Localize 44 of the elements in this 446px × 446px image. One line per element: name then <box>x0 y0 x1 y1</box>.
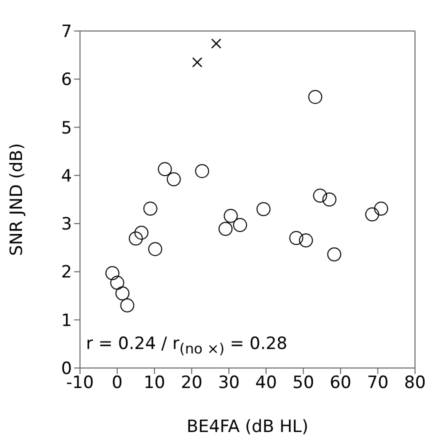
point <box>374 202 388 216</box>
point <box>256 202 271 216</box>
x-tick-label: 40 <box>255 373 277 394</box>
point <box>365 207 380 222</box>
y-tick-label: 2 <box>61 262 72 283</box>
x-tick-label: 50 <box>292 373 314 394</box>
point <box>211 38 222 49</box>
point <box>327 247 342 262</box>
x-tick-label: 30 <box>218 373 240 394</box>
point <box>308 90 322 104</box>
x-tick-label: 20 <box>180 373 202 394</box>
point <box>166 172 181 186</box>
point <box>192 57 202 68</box>
y-tick-label: 7 <box>61 22 72 42</box>
point <box>143 202 158 216</box>
x-tick-label: 0 <box>112 373 123 394</box>
point <box>298 233 313 248</box>
y-tick-label: 5 <box>61 118 72 138</box>
y-tick-label: 3 <box>61 214 72 235</box>
y-axis-title: SNR JND (dB) <box>7 143 28 256</box>
point <box>148 242 162 256</box>
point <box>120 298 134 312</box>
x-tick-label: 80 <box>404 373 426 394</box>
x-tick-label: 70 <box>366 373 389 394</box>
point <box>218 222 233 236</box>
y-tick-label: 4 <box>61 166 72 186</box>
correlation-note: r = 0.24 / r$_{(no ×)}$ = 0.28 <box>86 334 288 358</box>
x-axis-title: BE4FA (dB HL) <box>186 417 308 437</box>
point <box>289 231 304 246</box>
x-tick-label: 60 <box>330 373 352 394</box>
point <box>195 164 210 178</box>
point <box>233 218 248 232</box>
point <box>322 192 336 206</box>
y-tick-label: 1 <box>61 310 72 331</box>
x-tick-label: 10 <box>144 373 166 394</box>
point <box>134 226 148 240</box>
point <box>115 286 130 300</box>
point <box>158 162 172 176</box>
point <box>105 266 120 280</box>
y-tick-label: 6 <box>61 70 72 90</box>
point <box>313 188 328 203</box>
point <box>128 231 143 246</box>
point <box>224 208 238 223</box>
point <box>110 276 124 290</box>
